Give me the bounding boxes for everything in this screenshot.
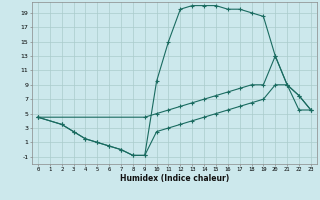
X-axis label: Humidex (Indice chaleur): Humidex (Indice chaleur) <box>120 174 229 183</box>
